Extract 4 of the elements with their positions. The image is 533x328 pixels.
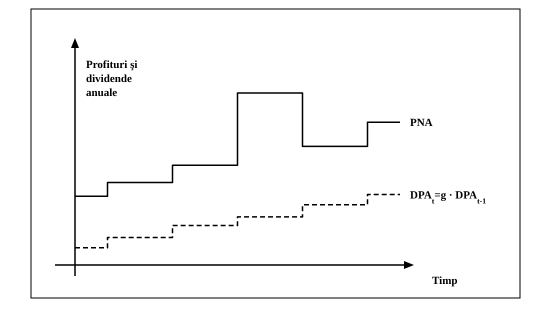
series-label: PNA xyxy=(410,117,433,130)
x-axis-title: Timp xyxy=(432,275,458,287)
y-axis-title: Profituri şi dividende anuale xyxy=(86,59,138,99)
series-label: DPA$_{t}$=g · DPA$_{t-1}$ xyxy=(410,189,486,205)
